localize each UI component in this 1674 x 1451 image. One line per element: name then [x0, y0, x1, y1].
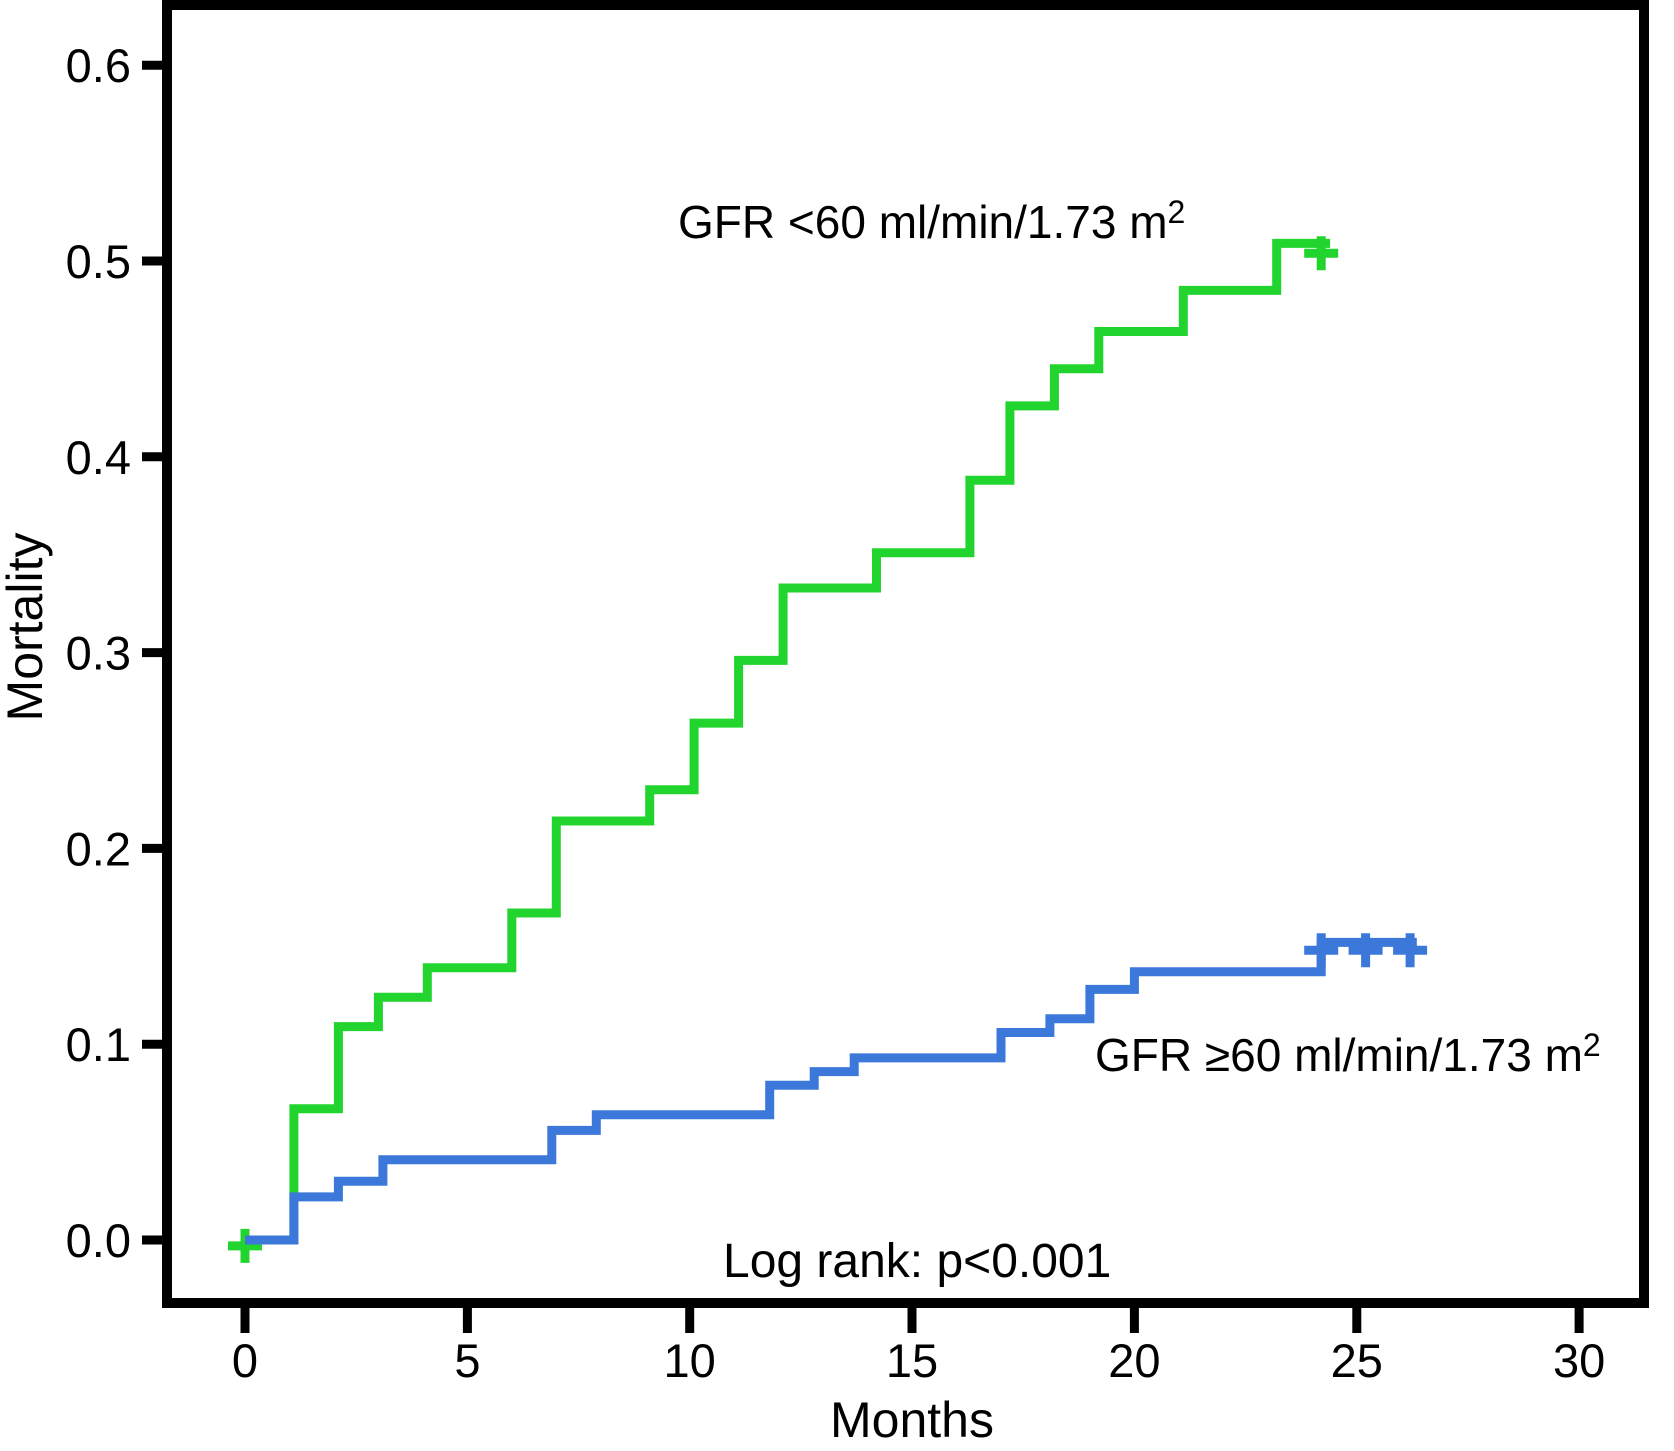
y-tick-label: 0.4	[66, 431, 131, 484]
x-tick-label: 15	[886, 1334, 938, 1387]
superscript: 2	[1168, 194, 1186, 230]
axes-layer: 0.0 0.1 0.2 0.3 0.4 0.5 0.6 0 5 10 15 20 25 30	[66, 0, 1649, 1387]
x-tick-label: 30	[1553, 1334, 1605, 1387]
censor-mark	[228, 1228, 262, 1263]
y-tick-label: 0.1	[66, 1018, 131, 1071]
y-tick-label: 0.5	[66, 235, 131, 288]
y-axis-title: Mortality	[0, 533, 53, 722]
y-tick-label: 0.6	[66, 39, 131, 92]
logrank-annotation: Log rank: p<0.001	[723, 1235, 1111, 1288]
x-tick-label: 10	[664, 1334, 716, 1387]
y-tick-label: 0.0	[66, 1214, 131, 1267]
x-axis-title: Months	[830, 1392, 994, 1448]
censor-mark	[1348, 933, 1383, 968]
censor-mark	[1304, 933, 1339, 968]
x-tick-label: 0	[232, 1334, 258, 1387]
series-label-gfr-ge60: GFR ≥60 ml/min/1.73 m2	[1095, 1027, 1601, 1081]
censor-mark	[1393, 933, 1428, 968]
series-layer	[228, 236, 1428, 1263]
curve-gfr-ge60	[245, 937, 1417, 1245]
superscript: 2	[1583, 1027, 1601, 1063]
curve-gfr-lt60	[245, 238, 1331, 1245]
x-tick-label: 25	[1331, 1334, 1383, 1387]
series-label-gfr-lt60: GFR <60 ml/min/1.73 m2	[678, 194, 1185, 248]
y-tick-label: 0.2	[66, 822, 131, 875]
plot-frame	[162, 0, 1649, 1308]
censor-mark	[1304, 236, 1339, 271]
x-tick-label: 20	[1108, 1334, 1160, 1387]
y-tick-label: 0.3	[66, 627, 131, 680]
x-tick-label: 5	[454, 1334, 480, 1387]
